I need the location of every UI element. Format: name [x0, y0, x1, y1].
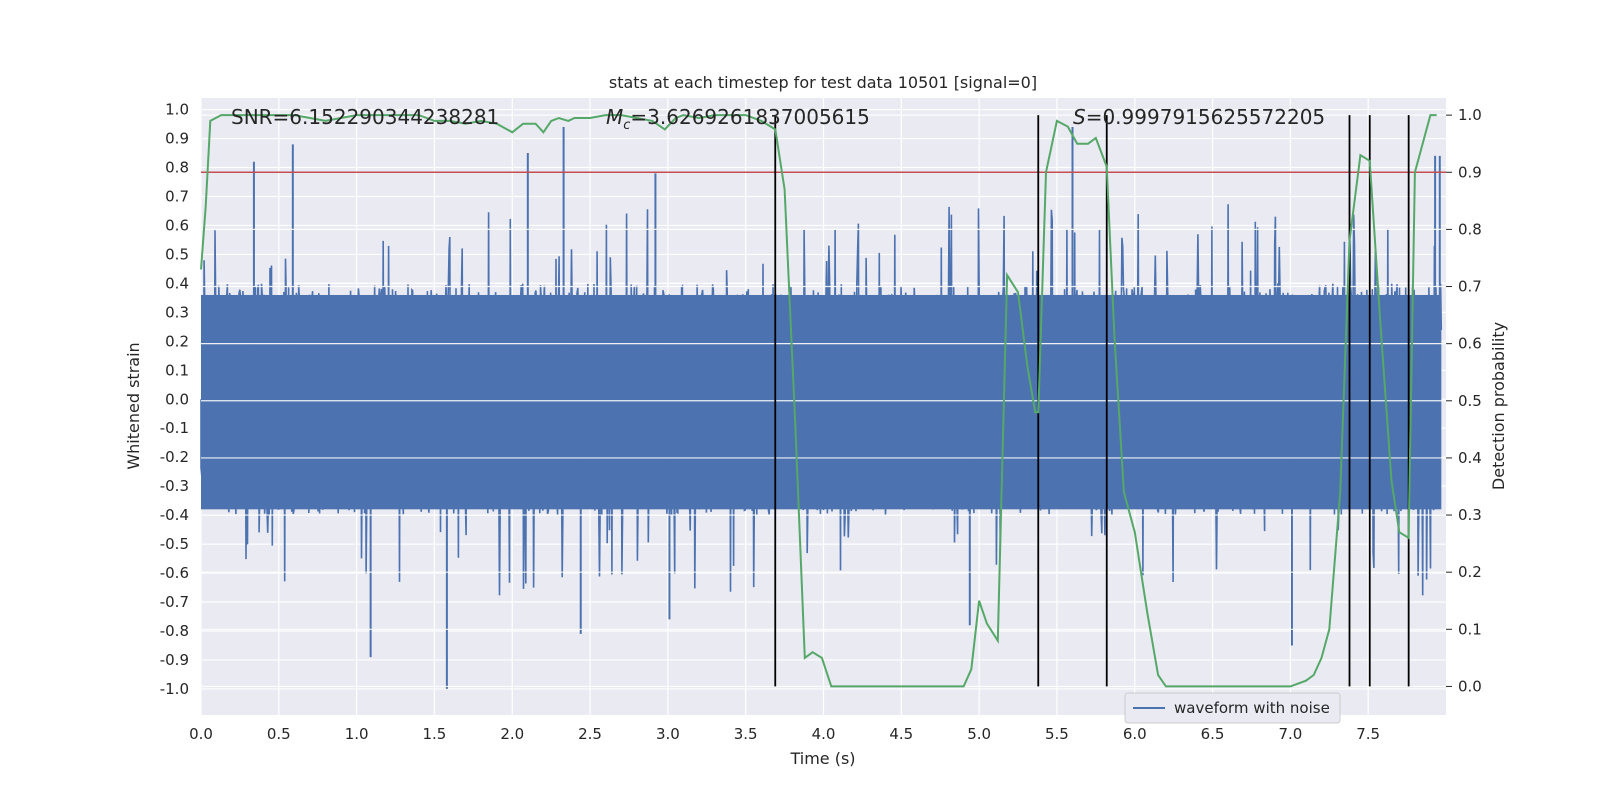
y-left-tick-label: 0.5	[165, 245, 189, 263]
y-left-tick-label: 1.0	[165, 101, 189, 119]
probability-line	[200, 114, 1437, 688]
x-axis-ticks: 0.0 0.5 1.0 1.5 2.0 2.5 3.0 3.5 4.0 4.5 5.0 5.5 6.0 6…	[189, 725, 1380, 743]
y-left-tick-label: -0.6	[160, 564, 189, 582]
y-right-tick-label: 0.3	[1458, 506, 1482, 524]
x-tick-label: 7.5	[1356, 725, 1380, 743]
legend-label: waveform with noise	[1174, 699, 1330, 717]
s-symbol: S	[1073, 105, 1086, 129]
y-axis-left-ticks: 1.0 0.9 0.8 0.7 0.6 0.5 0.4 0.3 0.2 0.1 0.0 -0.1 -0.…	[160, 101, 189, 698]
x-tick-label: 5.0	[967, 725, 991, 743]
snr-annotation: SNR=6.152290344238281	[231, 105, 499, 129]
x-tick-label: 1.0	[345, 725, 369, 743]
s-value: =0.9997915625572205	[1086, 105, 1325, 129]
y-left-tick-label: 0.8	[165, 159, 189, 177]
x-tick-label: 4.0	[812, 725, 836, 743]
y-right-tick-label: 0.8	[1458, 220, 1482, 238]
legend-box	[1124, 692, 1341, 724]
x-tick-label: 0.0	[189, 725, 213, 743]
y-left-tick-label: -1.0	[160, 680, 189, 698]
x-axis-label: Time (s)	[789, 749, 855, 768]
y-right-tick-label: 0.0	[1458, 677, 1482, 695]
y-left-tick-label: 0.0	[165, 390, 189, 408]
y-right-tick-label: 0.1	[1458, 620, 1482, 638]
y-right-tick-label: 0.6	[1458, 335, 1482, 353]
y-left-tick-label: -0.4	[160, 506, 189, 524]
y-right-tick-label: 1.0	[1458, 106, 1482, 124]
y-left-tick-label: 0.1	[165, 361, 189, 379]
y-left-tick-label: 0.6	[165, 216, 189, 234]
y-left-tick-label: 0.4	[165, 274, 189, 292]
y-right-tick-label: 0.4	[1458, 449, 1482, 467]
y-left-tick-label: -0.3	[160, 477, 189, 495]
y-left-tick-label: -0.1	[160, 419, 189, 437]
y-left-tick-label: -0.7	[160, 593, 189, 611]
legend: waveform with noise	[1124, 692, 1341, 724]
x-tick-label: 6.5	[1201, 725, 1225, 743]
x-tick-label: 6.0	[1123, 725, 1147, 743]
x-tick-label: 1.5	[423, 725, 447, 743]
y-right-tick-label: 0.7	[1458, 278, 1482, 296]
chirp-mass-annotation: Mc=3.6269261837005615	[606, 105, 870, 133]
mc-symbol: M	[606, 105, 623, 129]
waveform-series	[200, 114, 1446, 689]
y-left-tick-label: 0.9	[165, 130, 189, 148]
y-left-tick-label: -0.9	[160, 651, 189, 669]
x-tick-label: 5.5	[1045, 725, 1069, 743]
y-axis-left-label: Whitened strain	[124, 342, 143, 469]
x-tick-label: 2.0	[500, 725, 524, 743]
probability-series	[200, 114, 1437, 688]
x-tick-label: 3.5	[734, 725, 758, 743]
y-left-tick-label: -0.2	[160, 448, 189, 466]
x-tick-label: 2.5	[578, 725, 602, 743]
y-axis-right-ticks: 1.0 0.9 0.8 0.7 0.6 0.5 0.4 0.3 0.2 0.1 0.0	[1446, 106, 1482, 695]
chart-title: stats at each timestep for test data 105…	[609, 73, 1037, 92]
y-right-tick-label: 0.2	[1458, 563, 1482, 581]
waveform-core	[201, 294, 1442, 510]
y-left-tick-label: -0.8	[160, 622, 189, 640]
y-left-tick-label: 0.7	[165, 187, 189, 205]
x-tick-label: 0.5	[267, 725, 291, 743]
y-left-tick-label: -0.5	[160, 535, 189, 553]
y-left-tick-label: 0.2	[165, 332, 189, 350]
y-right-tick-label: 0.9	[1458, 163, 1482, 181]
y-left-tick-label: 0.3	[165, 303, 189, 321]
x-tick-label: 3.0	[656, 725, 680, 743]
s-annotation: S=0.9997915625572205	[1073, 105, 1325, 129]
mc-value: =3.6269261837005615	[630, 105, 869, 129]
mc-subscript: c	[623, 118, 630, 133]
y-axis-right-label: Detection probability	[1489, 322, 1508, 490]
x-tick-label: 4.5	[889, 725, 913, 743]
x-tick-label: 7.0	[1278, 725, 1302, 743]
y-right-tick-label: 0.5	[1458, 392, 1482, 410]
